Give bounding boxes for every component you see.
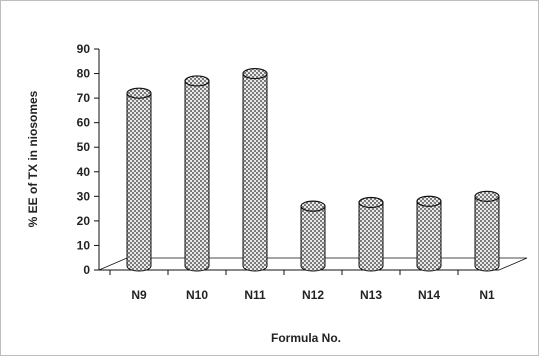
bar-body: [474, 195, 500, 272]
x-category-label: N9: [131, 288, 147, 302]
y-axis-title: % EE of TX in niosomes: [26, 90, 40, 227]
bar-body: [358, 201, 384, 272]
bar-body: [300, 205, 326, 272]
x-category-label: N1: [479, 288, 495, 302]
bar-top: [184, 75, 210, 87]
bar-top: [358, 196, 384, 209]
bar-top: [300, 200, 326, 212]
y-tick-label: 50: [77, 140, 91, 154]
bar-top: [242, 67, 268, 80]
bar-N11: [242, 67, 268, 272]
y-tick-label: 40: [77, 165, 91, 179]
bar-body: [126, 92, 152, 272]
bar-top: [126, 87, 152, 99]
bar-N14: [416, 195, 442, 272]
bar-body: [184, 80, 210, 272]
x-axis-title: Formula No.: [271, 331, 341, 345]
bar-top: [416, 195, 442, 207]
y-tick-label: 80: [77, 67, 91, 81]
bar-top: [474, 190, 500, 202]
bar-N1: [474, 190, 500, 272]
y-tick-label: 90: [77, 42, 91, 56]
bar-N12: [300, 200, 326, 272]
bar-body: [416, 200, 442, 272]
y-tick-label: 20: [77, 214, 91, 228]
bar-N13: [358, 196, 384, 272]
bar-body: [242, 73, 268, 272]
x-category-label: N12: [302, 288, 324, 302]
y-tick-label: 10: [77, 238, 91, 252]
y-tick-label: 60: [77, 116, 91, 130]
x-category-label: N11: [244, 288, 266, 302]
bar-N10: [184, 75, 210, 272]
x-category-label: N14: [418, 288, 440, 302]
y-tick-label: 0: [83, 263, 90, 277]
x-category-label: N10: [186, 288, 208, 302]
bar-N9: [126, 87, 152, 272]
y-tick-label: 70: [77, 91, 91, 105]
y-tick-label: 30: [77, 189, 91, 203]
x-category-label: N13: [360, 288, 382, 302]
